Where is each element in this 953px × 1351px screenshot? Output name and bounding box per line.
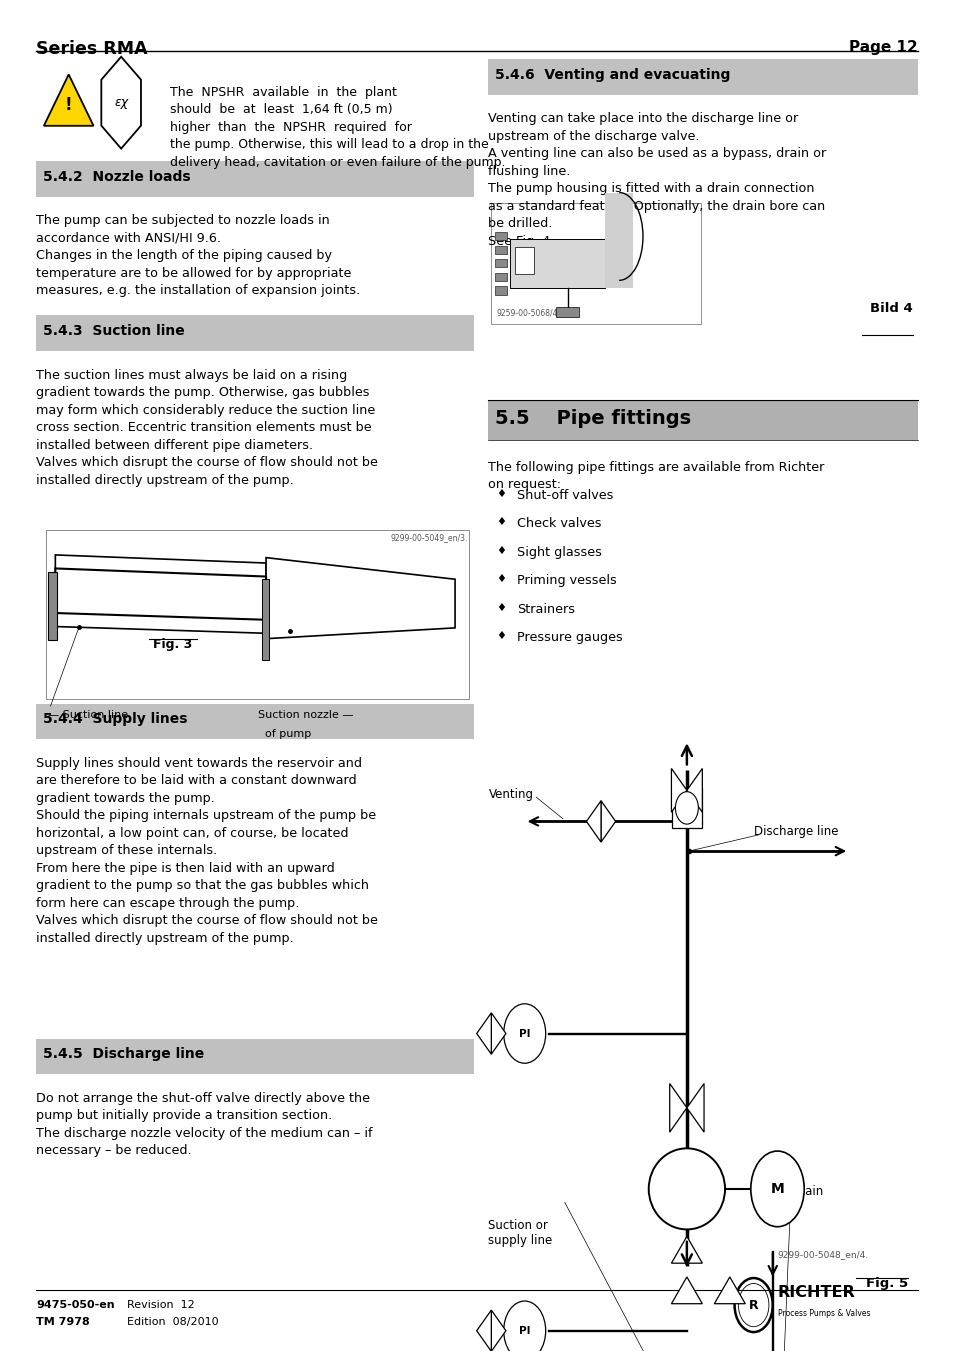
Text: 5.4.4  Supply lines: 5.4.4 Supply lines [43, 712, 187, 725]
Polygon shape [671, 769, 686, 812]
Text: Fig. 3: Fig. 3 [153, 638, 193, 651]
Bar [604, 193, 633, 288]
Text: ♦: ♦ [496, 489, 505, 499]
Text: Check valves: Check valves [517, 517, 601, 531]
Text: Revision  12: Revision 12 [127, 1300, 194, 1309]
Text: Suction nozzle —: Suction nozzle — [257, 711, 353, 720]
Circle shape [675, 792, 698, 824]
Polygon shape [44, 74, 93, 126]
Bar [495, 286, 506, 295]
FancyBboxPatch shape [36, 316, 474, 350]
Text: Process Pumps & Valves: Process Pumps & Valves [777, 1309, 869, 1317]
Text: ♦: ♦ [496, 546, 505, 555]
Polygon shape [714, 1277, 744, 1304]
Polygon shape [669, 1084, 686, 1132]
Bar [48, 573, 57, 640]
Text: Bild 4: Bild 4 [869, 301, 912, 315]
Text: should  be  at  least  1,64 ft (0,5 m): should be at least 1,64 ft (0,5 m) [170, 104, 392, 116]
Polygon shape [600, 801, 615, 842]
Text: Fig. 5: Fig. 5 [865, 1277, 907, 1290]
Text: 9259-00-5068/4-2: 9259-00-5068/4-2 [496, 308, 564, 317]
Text: 5.4.3  Suction line: 5.4.3 Suction line [43, 324, 185, 338]
FancyBboxPatch shape [36, 161, 474, 197]
Polygon shape [55, 569, 266, 620]
Bar [556, 307, 578, 317]
Polygon shape [671, 1236, 701, 1263]
Text: Pressure gauges: Pressure gauges [517, 631, 622, 644]
Text: Discharge line: Discharge line [753, 824, 838, 838]
Text: higher  than  the  NPSHR  required  for: higher than the NPSHR required for [170, 122, 412, 134]
Text: Edition  08/2010: Edition 08/2010 [127, 1317, 218, 1327]
Bar [262, 580, 269, 661]
Text: — Suction line: — Suction line [48, 711, 128, 720]
Text: The suction lines must always be laid on a rising
gradient towards the pump. Oth: The suction lines must always be laid on… [36, 369, 377, 486]
Text: ♦: ♦ [496, 603, 505, 612]
FancyBboxPatch shape [36, 1039, 474, 1074]
Bar [671, 788, 701, 828]
Ellipse shape [648, 1148, 724, 1229]
Polygon shape [686, 769, 701, 812]
Bar [46, 530, 469, 700]
Text: Supply lines should vent towards the reservoir and
are therefore to be laid with: Supply lines should vent towards the res… [36, 757, 377, 944]
Polygon shape [686, 1084, 703, 1132]
Text: Series RMA: Series RMA [36, 39, 148, 58]
Text: ♦: ♦ [496, 574, 505, 584]
Text: The pump can be subjected to nozzle loads in
accordance with ANSI/HI 9.6.
Change: The pump can be subjected to nozzle load… [36, 213, 360, 297]
Circle shape [503, 1004, 545, 1063]
FancyBboxPatch shape [488, 400, 917, 440]
Polygon shape [491, 1013, 505, 1054]
Polygon shape [671, 1277, 701, 1304]
Text: !: ! [65, 96, 72, 115]
Bar [491, 203, 700, 324]
Text: the pump. Otherwise, this will lead to a drop in the: the pump. Otherwise, this will lead to a… [170, 139, 488, 151]
Text: 5.4.2  Nozzle loads: 5.4.2 Nozzle loads [43, 169, 191, 184]
Text: Sight glasses: Sight glasses [517, 546, 601, 559]
Circle shape [503, 1301, 545, 1351]
Text: εχ: εχ [114, 96, 128, 109]
Text: Suction or
supply line: Suction or supply line [488, 1219, 552, 1247]
Text: Page 12: Page 12 [848, 39, 917, 55]
Bar [495, 273, 506, 281]
Text: Venting: Venting [488, 788, 533, 801]
Polygon shape [101, 57, 141, 149]
Text: Drain: Drain [791, 1185, 823, 1198]
Text: 5.4.5  Discharge line: 5.4.5 Discharge line [43, 1047, 204, 1061]
Bar [495, 259, 506, 267]
Text: 5.4.6  Venting and evacuating: 5.4.6 Venting and evacuating [495, 68, 730, 81]
Text: ♦: ♦ [496, 631, 505, 640]
Text: PI: PI [518, 1028, 530, 1039]
Text: The following pipe fittings are available from Richter
on request:: The following pipe fittings are availabl… [488, 461, 824, 492]
Bar [495, 232, 506, 240]
Polygon shape [266, 558, 455, 639]
FancyBboxPatch shape [36, 704, 474, 739]
Text: of pump: of pump [257, 730, 311, 739]
Text: ♦: ♦ [496, 517, 505, 527]
Text: R: R [748, 1298, 758, 1312]
Text: TM 7978: TM 7978 [36, 1317, 90, 1327]
Polygon shape [491, 1310, 505, 1351]
Text: M: M [770, 1182, 783, 1196]
FancyBboxPatch shape [488, 59, 917, 95]
Text: Strainers: Strainers [517, 603, 575, 616]
Polygon shape [586, 801, 600, 842]
Text: Shut-off valves: Shut-off valves [517, 489, 613, 503]
Text: RICHTER: RICHTER [777, 1285, 854, 1301]
Circle shape [750, 1151, 803, 1227]
Text: 9299-00-5049_en/3.: 9299-00-5049_en/3. [390, 532, 467, 542]
Text: delivery head, cavitation or even failure of the pump.: delivery head, cavitation or even failur… [170, 157, 505, 169]
Text: Do not arrange the shut-off valve directly above the
pump but initially provide : Do not arrange the shut-off valve direct… [36, 1092, 373, 1156]
Polygon shape [476, 1013, 491, 1054]
Text: 5.5    Pipe fittings: 5.5 Pipe fittings [495, 409, 691, 428]
Text: 9475-050-en: 9475-050-en [36, 1300, 114, 1309]
Text: The  NPSHR  available  in  the  plant: The NPSHR available in the plant [170, 86, 396, 99]
Bar [510, 239, 604, 288]
Text: 9299-00-5048_en/4.: 9299-00-5048_en/4. [777, 1250, 868, 1259]
Text: Venting can take place into the discharge line or
upstream of the discharge valv: Venting can take place into the discharg… [488, 112, 826, 247]
Text: Priming vessels: Priming vessels [517, 574, 617, 588]
Bar [495, 246, 506, 254]
Polygon shape [55, 555, 266, 634]
Bar [515, 247, 534, 274]
Polygon shape [476, 1310, 491, 1351]
Text: PI: PI [518, 1325, 530, 1336]
